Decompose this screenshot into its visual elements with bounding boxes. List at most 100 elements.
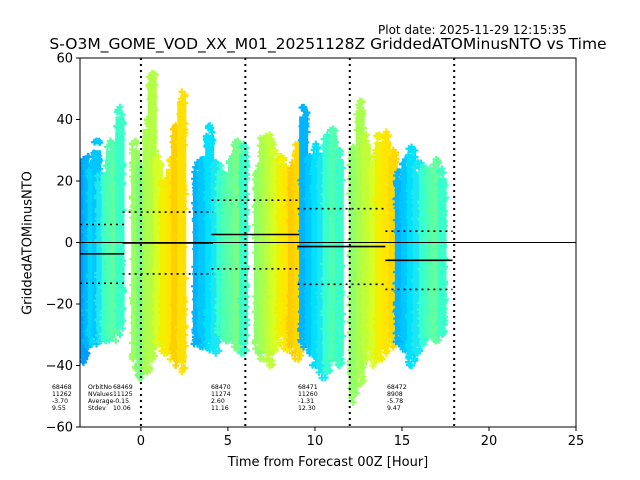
data-point xyxy=(191,175,199,183)
extreme-point xyxy=(356,97,364,105)
data-point xyxy=(333,196,341,204)
data-point xyxy=(387,270,395,278)
data-point xyxy=(113,122,121,130)
data-point xyxy=(410,163,418,171)
extreme-point xyxy=(212,349,220,357)
data-point xyxy=(176,110,184,118)
scan-strip xyxy=(332,146,347,369)
data-point xyxy=(363,154,371,162)
data-point xyxy=(292,292,300,300)
data-point xyxy=(310,164,318,172)
extreme-point xyxy=(106,334,114,342)
data-point xyxy=(196,231,204,239)
data-point xyxy=(208,285,216,293)
data-point xyxy=(176,336,184,344)
data-point xyxy=(311,336,319,344)
data-point xyxy=(147,107,155,115)
data-point xyxy=(413,242,421,250)
data-point xyxy=(157,301,165,309)
data-point xyxy=(264,156,272,164)
data-point xyxy=(354,325,362,333)
data-point xyxy=(197,203,205,211)
data-point xyxy=(178,152,186,160)
extreme-point xyxy=(112,337,120,345)
data-point xyxy=(163,209,171,217)
data-point xyxy=(302,252,310,260)
data-point xyxy=(348,184,356,192)
extreme-point xyxy=(408,362,416,369)
data-point xyxy=(197,211,205,219)
data-point xyxy=(303,288,311,296)
data-point xyxy=(398,317,406,325)
scan-strip xyxy=(195,155,210,351)
data-point xyxy=(114,291,122,299)
data-point xyxy=(335,183,343,191)
data-point xyxy=(147,123,155,131)
data-point xyxy=(147,74,155,82)
data-point xyxy=(348,172,356,180)
data-point xyxy=(379,198,387,206)
data-point xyxy=(379,235,387,243)
data-point xyxy=(105,267,113,275)
data-point xyxy=(158,228,166,236)
data-point xyxy=(380,206,388,214)
data-point xyxy=(328,323,336,331)
data-point xyxy=(321,281,329,289)
data-point xyxy=(159,342,167,350)
data-point xyxy=(281,174,289,182)
extreme-point xyxy=(294,355,302,363)
data-point xyxy=(332,349,340,357)
data-point xyxy=(179,161,187,169)
data-point xyxy=(87,336,95,344)
extreme-point xyxy=(148,355,156,363)
data-point xyxy=(337,292,345,300)
data-point xyxy=(326,175,334,183)
data-point xyxy=(117,311,125,319)
data-point xyxy=(354,227,362,235)
data-point xyxy=(386,299,394,307)
data-point xyxy=(164,330,172,338)
data-point xyxy=(406,261,414,269)
data-point xyxy=(287,217,295,225)
data-point xyxy=(175,138,183,146)
data-point xyxy=(263,141,271,149)
data-point xyxy=(393,306,401,314)
data-point xyxy=(206,151,214,159)
data-point xyxy=(180,141,188,149)
data-point xyxy=(115,207,123,215)
extreme-point xyxy=(369,362,377,369)
data-point xyxy=(334,316,342,324)
data-point xyxy=(410,187,418,195)
data-point xyxy=(338,332,346,340)
scan-strip xyxy=(151,152,165,348)
data-point xyxy=(178,183,186,191)
data-point xyxy=(213,164,221,172)
data-point xyxy=(361,192,369,200)
data-point xyxy=(231,156,239,164)
data-point xyxy=(393,279,401,287)
data-point xyxy=(361,211,369,219)
data-point xyxy=(366,165,374,173)
extreme-point xyxy=(102,337,110,345)
data-point xyxy=(164,217,172,225)
data-point xyxy=(276,229,284,237)
data-point xyxy=(326,144,334,152)
data-point xyxy=(94,191,102,199)
extreme-point xyxy=(80,358,87,366)
data-point xyxy=(214,295,222,303)
data-point xyxy=(238,255,246,263)
data-point xyxy=(394,250,402,258)
data-point xyxy=(176,287,184,295)
data-point xyxy=(154,171,162,179)
data-point xyxy=(399,160,407,168)
data-point xyxy=(355,359,363,367)
data-point xyxy=(411,289,419,297)
data-point xyxy=(387,154,395,162)
data-point xyxy=(404,283,412,291)
data-point xyxy=(179,357,187,365)
plot-area xyxy=(80,58,576,427)
extreme-point xyxy=(300,103,308,111)
data-point xyxy=(359,124,367,132)
data-point xyxy=(366,346,374,354)
extreme-point xyxy=(382,128,390,136)
